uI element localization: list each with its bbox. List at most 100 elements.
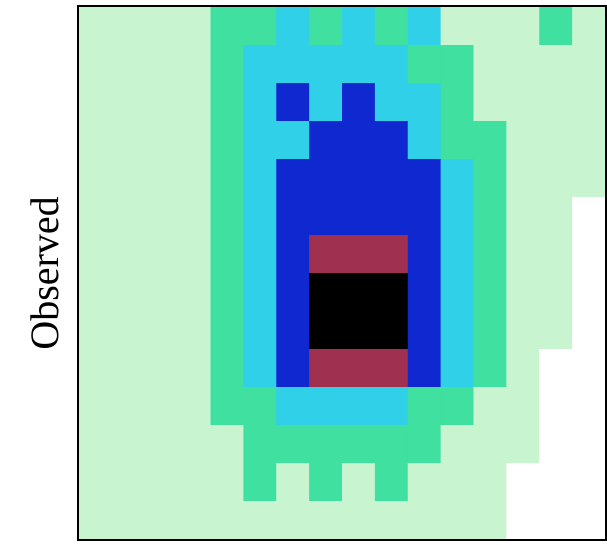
heatmap-cell [407, 45, 442, 84]
heatmap-cell [539, 197, 573, 236]
heatmap-cell [177, 121, 211, 160]
heatmap-cell [440, 311, 474, 350]
heatmap-cell [177, 197, 211, 236]
heatmap-cell [243, 425, 277, 464]
heatmap-cell [342, 273, 376, 312]
heatmap-cell [243, 463, 277, 502]
heatmap-cell [539, 273, 573, 312]
heatmap-cell [309, 235, 343, 274]
heatmap-cell [506, 501, 540, 540]
heatmap-cell [79, 387, 113, 426]
heatmap-cell [572, 349, 606, 388]
heatmap-cell [111, 83, 146, 122]
heatmap-cell [572, 463, 606, 502]
heatmap-cell [539, 425, 573, 464]
heatmap-cell [440, 425, 474, 464]
heatmap-cell [276, 159, 310, 198]
heatmap-cell [440, 121, 474, 160]
heatmap-cell [473, 311, 507, 350]
heatmap-cell [407, 463, 442, 502]
heatmap-cell [309, 425, 343, 464]
heatmap-cell [407, 159, 442, 198]
heatmap-cell [309, 45, 343, 84]
heatmap-cell [177, 463, 211, 502]
heatmap-cell [243, 45, 277, 84]
heatmap-cell [440, 501, 474, 540]
heatmap-cell [572, 83, 606, 122]
heatmap-cell [473, 387, 507, 426]
heatmap-cell [144, 159, 179, 198]
heatmap-cell [342, 45, 376, 84]
heatmap-cell [276, 387, 310, 426]
heatmap-cell [243, 273, 277, 312]
heatmap-cell [309, 121, 343, 160]
heatmap-cell [473, 235, 507, 274]
heatmap-cell [79, 197, 113, 236]
heatmap [79, 7, 606, 540]
heatmap-cell [539, 311, 573, 350]
heatmap-cell [506, 273, 540, 312]
heatmap-cell [539, 349, 573, 388]
heatmap-cell [111, 235, 146, 274]
heatmap-cell [177, 45, 211, 84]
heatmap-cell [374, 463, 409, 502]
heatmap-cell [210, 7, 244, 46]
heatmap-cell [111, 311, 146, 350]
heatmap-cell [473, 7, 507, 46]
heatmap-cell [79, 501, 113, 540]
heatmap-cell [111, 159, 146, 198]
heatmap-cell [276, 311, 310, 350]
heatmap-cell [440, 387, 474, 426]
heatmap-cell [506, 311, 540, 350]
heatmap-cell [210, 349, 244, 388]
heatmap-cell [539, 45, 573, 84]
heatmap-cell [309, 197, 343, 236]
heatmap-cell [539, 83, 573, 122]
heatmap-cell [111, 463, 146, 502]
heatmap-cell [243, 311, 277, 350]
heatmap-cell [309, 83, 343, 122]
heatmap-cell [374, 273, 409, 312]
heatmap-cell [440, 235, 474, 274]
heatmap-cell [342, 425, 376, 464]
heatmap-cell [276, 83, 310, 122]
heatmap-cell [506, 121, 540, 160]
heatmap-cell [342, 7, 376, 46]
heatmap-cell [144, 311, 179, 350]
heatmap-cell [440, 45, 474, 84]
heatmap-cell [407, 387, 442, 426]
heatmap-cell [210, 235, 244, 274]
heatmap-cell [210, 45, 244, 84]
heatmap-cell [276, 463, 310, 502]
heatmap-cell [309, 7, 343, 46]
heatmap-cell [177, 349, 211, 388]
heatmap-cell [539, 501, 573, 540]
heatmap-cell [144, 463, 179, 502]
heatmap-cell [177, 7, 211, 46]
heatmap-cell [342, 501, 376, 540]
heatmap-cell [243, 387, 277, 426]
heatmap-cell [177, 83, 211, 122]
heatmap-cell [243, 349, 277, 388]
heatmap-cell [440, 349, 474, 388]
heatmap-cell [374, 387, 409, 426]
heatmap-cell [111, 121, 146, 160]
heatmap-cell [79, 349, 113, 388]
heatmap-cell [473, 273, 507, 312]
heatmap-cell [473, 83, 507, 122]
heatmap-cell [473, 349, 507, 388]
heatmap-cell [572, 121, 606, 160]
heatmap-cell [374, 501, 409, 540]
heatmap-cell [111, 387, 146, 426]
heatmap-cell [144, 45, 179, 84]
heatmap-cell [276, 197, 310, 236]
heatmap-cell [374, 83, 409, 122]
heatmap-cell [539, 387, 573, 426]
heatmap-cell [309, 273, 343, 312]
heatmap-cell [79, 45, 113, 84]
heatmap-cell [309, 311, 343, 350]
heatmap-cell [473, 501, 507, 540]
heatmap-cell [79, 159, 113, 198]
heatmap-cell [210, 83, 244, 122]
